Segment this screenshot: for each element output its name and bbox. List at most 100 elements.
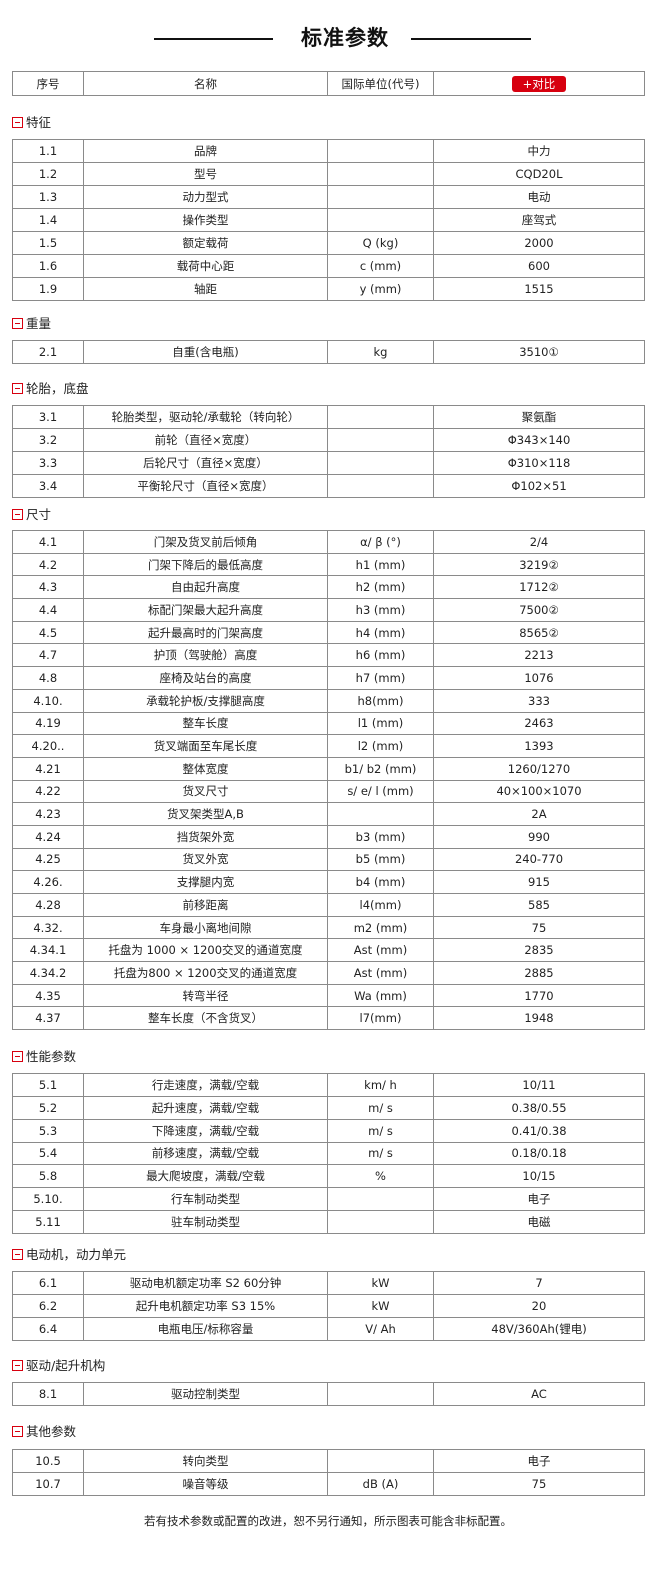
collapse-icon[interactable] xyxy=(12,1426,23,1437)
table-row: 5.8 最大爬坡度，满载/空载% 10/15 xyxy=(12,1164,645,1189)
table-row: 4.3 自由起升高度 h2 (mm) 1712② xyxy=(12,575,645,600)
spec-name: 货叉外宽 xyxy=(83,847,328,872)
spec-no: 4.4 xyxy=(12,598,84,622)
section-header[interactable]: 电动机，动力单元 xyxy=(12,1247,126,1263)
spec-name: 门架及货叉前后倾角 xyxy=(83,530,328,554)
spec-unit xyxy=(327,1449,434,1473)
spec-value: 电子 xyxy=(433,1187,645,1212)
spec-no: 6.2 xyxy=(12,1294,84,1318)
spec-name: 承载轮护板/支撑腿高度 xyxy=(83,688,328,713)
spec-no: 4.1 xyxy=(12,530,84,554)
spec-value: 3510① xyxy=(433,340,645,364)
spec-no: 4.21 xyxy=(12,756,84,781)
spec-value: 1515 xyxy=(433,277,645,301)
spec-value: 0.38/0.55 xyxy=(433,1095,645,1120)
spec-name: 前轮（直径×宽度） xyxy=(83,428,328,452)
spec-table: 6.1 驱动电机额定功率 S2 60分钟 kW 7 6.2 起升电机额定功率 S3 15%… xyxy=(12,1271,645,1341)
spec-no: 4.22 xyxy=(12,779,84,804)
spec-no: 4.25 xyxy=(12,847,84,872)
table-row: 6.4 电瓶电压/标称容量 V/ Ah 48V/360Ah(锂电) xyxy=(12,1317,645,1341)
spec-name: 驱动电机额定功率 S2 60分钟 xyxy=(83,1271,328,1295)
collapse-icon[interactable] xyxy=(12,383,23,394)
spec-name: 电瓶电压/标称容量 xyxy=(83,1317,328,1341)
collapse-icon[interactable] xyxy=(12,1051,23,1062)
spec-name: 起升电机额定功率 S3 15% xyxy=(83,1294,328,1318)
collapse-icon[interactable] xyxy=(12,1360,23,1371)
spec-no: 1.5 xyxy=(12,231,84,255)
spec-no: 5.1 xyxy=(12,1073,84,1097)
spec-unit: kW xyxy=(327,1271,434,1295)
table-row: 4.2 门架下降后的最低高度 h1 (mm) 3219② xyxy=(12,552,645,577)
spec-name: 噪音等级 xyxy=(83,1472,328,1496)
spec-no: 5.3 xyxy=(12,1118,84,1143)
header-compare-cell: +对比 xyxy=(433,71,645,96)
spec-table: 2.1 自重(含电瓶) kg 3510① xyxy=(12,340,645,364)
spec-value: 7 xyxy=(433,1271,645,1295)
spec-name: 门架下降后的最低高度 xyxy=(83,552,328,577)
spec-unit: b4 (mm) xyxy=(327,870,434,894)
collapse-icon[interactable] xyxy=(12,509,23,520)
table-row: 4.34.2 托盘为800 × 1200交叉的通道宽度 Ast (mm) 2885 xyxy=(12,961,645,985)
section-header[interactable]: 尺寸 xyxy=(12,507,51,523)
spec-value: 中力 xyxy=(433,139,645,163)
spec-name: 额定载荷 xyxy=(83,231,328,255)
table-row: 4.5 起升最高时的门架高度 h4 (mm) 8565② xyxy=(12,620,645,645)
collapse-icon[interactable] xyxy=(12,1249,23,1260)
table-row: 5.4 前移速度，满载/空载 m/ s 0.18/0.18 xyxy=(12,1141,645,1166)
spec-no: 4.34.1 xyxy=(12,938,84,963)
spec-value: 10/11 xyxy=(433,1073,645,1097)
spec-no: 6.4 xyxy=(12,1317,84,1341)
spec-name: 后轮尺寸（直径×宽度） xyxy=(83,451,328,475)
spec-value: 20 xyxy=(433,1294,645,1318)
header-name: 名称 xyxy=(83,71,328,96)
spec-value: 2885 xyxy=(433,961,645,985)
spec-table: 1.1 品牌 中力 1.2 型号 CQD20L 1.3 动力型式 电动 1.4 操作类型 座驾式 1.5… xyxy=(12,139,645,301)
spec-no: 1.6 xyxy=(12,254,84,278)
spec-unit: b5 (mm) xyxy=(327,847,434,872)
collapse-icon[interactable] xyxy=(12,318,23,329)
spec-value: 585 xyxy=(433,893,645,917)
spec-name: 起升最高时的门架高度 xyxy=(83,620,328,645)
compare-button[interactable]: +对比 xyxy=(511,75,567,92)
spec-name: 座椅及站台的高度 xyxy=(83,666,328,690)
section-title: 性能参数 xyxy=(26,1049,77,1064)
spec-name: 品牌 xyxy=(83,139,328,163)
spec-value: 990 xyxy=(433,824,645,849)
section-title: 驱动/起升机构 xyxy=(26,1358,106,1373)
section-header[interactable]: 驱动/起升机构 xyxy=(12,1358,105,1374)
table-row: 4.28 前移距离 l4(mm) 585 xyxy=(12,893,645,917)
spec-value: 8565② xyxy=(433,620,645,645)
section-header[interactable]: 重量 xyxy=(12,316,51,332)
spec-no: 4.19 xyxy=(12,711,84,736)
section-header[interactable]: 性能参数 xyxy=(12,1049,76,1065)
spec-value: CQD20L xyxy=(433,162,645,186)
section-header[interactable]: 轮胎，底盘 xyxy=(12,381,89,397)
spec-value: 1076 xyxy=(433,666,645,690)
spec-unit: l2 (mm) xyxy=(327,734,434,758)
spec-value: 600 xyxy=(433,254,645,278)
spec-unit: dB (A) xyxy=(327,1472,434,1496)
table-row: 4.25 货叉外宽 b5 (mm) 240-770 xyxy=(12,847,645,872)
table-row: 1.2 型号 CQD20L xyxy=(12,162,645,186)
table-row: 4.26. 支撑腿内宽 b4 (mm) 915 xyxy=(12,870,645,894)
spec-no: 4.24 xyxy=(12,824,84,849)
collapse-icon[interactable] xyxy=(12,117,23,128)
spec-unit: Wa (mm) xyxy=(327,983,434,1008)
spec-value: 0.41/0.38 xyxy=(433,1118,645,1143)
spec-unit: l7(mm) xyxy=(327,1006,434,1031)
spec-value: 915 xyxy=(433,870,645,894)
spec-name: 自由起升高度 xyxy=(83,575,328,600)
spec-unit: h1 (mm) xyxy=(327,552,434,577)
section-header[interactable]: 特征 xyxy=(12,115,51,131)
spec-name: 标配门架最大起升高度 xyxy=(83,598,328,622)
spec-value: 48V/360Ah(锂电) xyxy=(433,1317,645,1341)
spec-name: 平衡轮尺寸（直径×宽度） xyxy=(83,474,328,498)
spec-name: 护顶（驾驶舱）高度 xyxy=(83,643,328,668)
spec-no: 1.1 xyxy=(12,139,84,163)
spec-value: 75 xyxy=(433,915,645,940)
spec-value: 2A xyxy=(433,802,645,826)
section-title: 轮胎，底盘 xyxy=(26,381,89,396)
section-header[interactable]: 其他参数 xyxy=(12,1424,76,1440)
spec-value: Φ343×140 xyxy=(433,428,645,452)
spec-unit: b1/ b2 (mm) xyxy=(327,756,434,781)
